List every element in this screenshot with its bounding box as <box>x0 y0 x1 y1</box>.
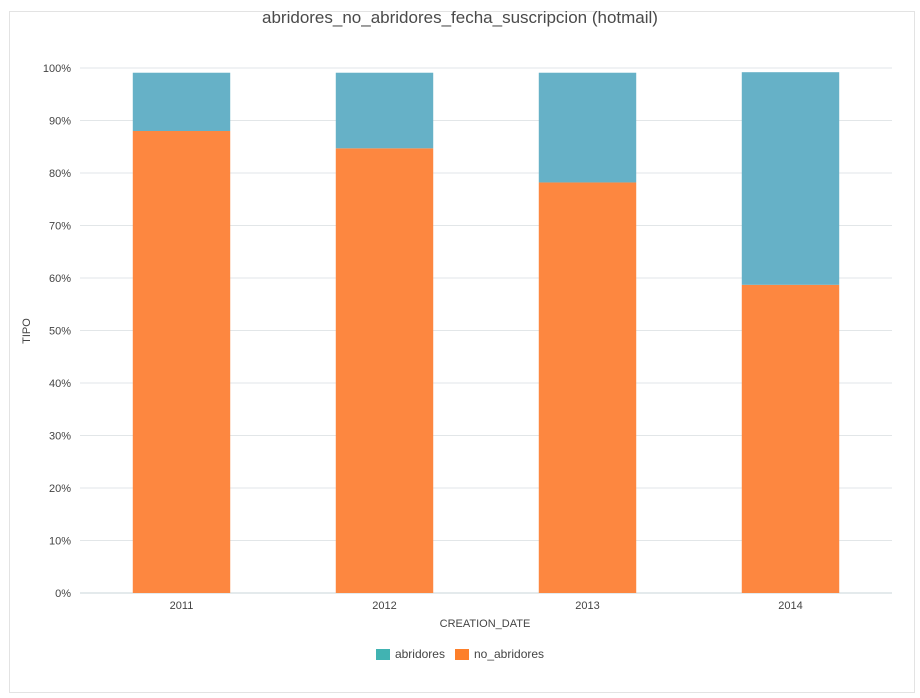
bar-abridores <box>538 72 637 183</box>
bars <box>132 72 840 593</box>
legend-swatch <box>454 648 469 660</box>
y-tick-label: 90% <box>49 116 71 128</box>
bar-abridores <box>741 72 840 285</box>
bar-no-abridores <box>335 148 434 593</box>
y-tick-label: 0% <box>55 588 71 600</box>
legend-item-no-abridores[interactable]: no_abridores <box>454 647 545 661</box>
y-tick-label: 80% <box>49 168 71 180</box>
x-axis-label: CREATION_DATE <box>440 618 531 630</box>
bar-abridores <box>132 72 231 131</box>
y-tick-label: 20% <box>49 483 71 495</box>
legend: abridores no_abridores <box>0 647 920 661</box>
y-tick-label: 10% <box>49 536 71 548</box>
legend-label: abridores <box>394 647 445 661</box>
bar-abridores <box>335 72 434 149</box>
y-tick-label: 70% <box>49 221 71 233</box>
x-tick-label: 2013 <box>575 600 599 612</box>
bar-no-abridores <box>132 131 231 593</box>
legend-item-abridores[interactable]: abridores <box>375 647 445 661</box>
bar-no-abridores <box>538 182 637 593</box>
y-axis-label: TIPO <box>21 318 33 344</box>
x-axis: 2011 2012 2013 2014 <box>170 600 803 612</box>
y-axis: 0% 10% 20% 30% 40% 50% 60% 70% 80% 90% 100% <box>43 63 71 600</box>
y-tick-label: 100% <box>43 63 71 75</box>
bar-no-abridores <box>741 284 840 593</box>
x-tick-label: 2011 <box>170 600 194 612</box>
legend-swatch <box>375 648 390 660</box>
y-tick-label: 60% <box>49 273 71 285</box>
legend-label: no_abridores <box>473 647 545 661</box>
y-tick-label: 40% <box>49 378 71 390</box>
y-tick-label: 50% <box>49 326 71 338</box>
x-tick-label: 2014 <box>778 600 802 612</box>
y-tick-label: 30% <box>49 431 71 443</box>
chart-title: abridores_no_abridores_fecha_suscripcion… <box>262 8 658 27</box>
x-tick-label: 2012 <box>372 600 396 612</box>
